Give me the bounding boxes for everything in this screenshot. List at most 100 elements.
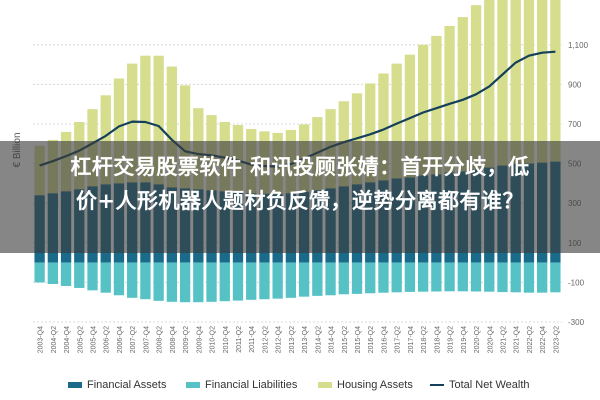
bar-housing-assets bbox=[113, 78, 125, 184]
bar-financial-liabilities bbox=[550, 262, 561, 293]
bar-financial-liabilities bbox=[74, 262, 85, 288]
bar-financial-liabilities bbox=[60, 262, 72, 286]
x-tick-label: 2004-Q2 bbox=[51, 326, 58, 353]
x-tick-label: 2009-Q2 bbox=[183, 326, 190, 353]
legend-label-housing-assets: Housing Assets bbox=[337, 379, 413, 391]
x-tick-label: 2013-Q2 bbox=[289, 326, 296, 353]
x-tick-label: 2007-Q2 bbox=[130, 326, 137, 353]
bar-housing-assets bbox=[444, 25, 455, 173]
x-tick-label: 2012-Q2 bbox=[262, 326, 269, 353]
bar-housing-assets bbox=[523, 0, 535, 164]
x-tick-label: 2022-Q2 bbox=[527, 326, 534, 353]
x-tick-label: 2017-Q2 bbox=[395, 326, 402, 353]
x-tick-label: 2013-Q4 bbox=[302, 326, 309, 353]
x-tick-label: 2005-Q4 bbox=[91, 326, 98, 353]
bar-financial-liabilities bbox=[166, 262, 178, 302]
bar-housing-assets bbox=[510, 0, 521, 164]
x-tick-label: 2011-Q2 bbox=[236, 326, 243, 353]
legend-item-financial-assets: Financial Assets bbox=[68, 379, 166, 391]
bar-financial-liabilities bbox=[484, 262, 495, 292]
legend-item-housing-assets: Housing Assets bbox=[318, 379, 413, 391]
bar-financial-liabilities bbox=[431, 262, 442, 292]
bar-financial-liabilities bbox=[285, 262, 297, 298]
legend-item-financial-liabilities: Financial Liabilities bbox=[186, 379, 297, 391]
bar-financial-liabilities bbox=[351, 262, 363, 294]
x-tick-label: 2020-Q4 bbox=[487, 326, 494, 353]
bar-housing-assets bbox=[497, 0, 508, 166]
y-tick-label: 900 bbox=[568, 80, 582, 89]
bar-financial-liabilities bbox=[510, 262, 521, 293]
bar-financial-liabilities bbox=[312, 262, 323, 296]
legend-swatch-financial-liabilities bbox=[186, 382, 200, 388]
bar-financial-liabilities bbox=[404, 262, 416, 292]
bar-financial-liabilities bbox=[153, 262, 164, 301]
overlay-banner bbox=[0, 141, 600, 253]
x-tick-label: 2008-Q4 bbox=[170, 326, 177, 353]
bar-financial-liabilities bbox=[259, 262, 270, 300]
y-tick-label: -300 bbox=[568, 318, 585, 327]
x-tick-label: 2018-Q4 bbox=[434, 326, 441, 353]
x-tick-label: 2021-Q2 bbox=[500, 326, 507, 353]
x-tick-label: 2021-Q4 bbox=[514, 326, 521, 353]
bar-financial-liabilities bbox=[219, 262, 230, 302]
legend-swatch-total-net-wealth bbox=[430, 384, 444, 386]
x-tick-label: 2006-Q2 bbox=[104, 326, 111, 353]
y-tick-label: 700 bbox=[568, 120, 582, 129]
bar-housing-assets bbox=[537, 0, 548, 163]
legend-label-total-net-wealth: Total Net Wealth bbox=[449, 379, 530, 391]
x-tick-label: 2017-Q4 bbox=[408, 326, 415, 353]
x-tick-label: 2008-Q2 bbox=[157, 326, 164, 353]
banner-line-2: 价+人形机器人题材负反馈，逆势分离都有谁？ bbox=[75, 189, 525, 213]
bar-financial-liabilities bbox=[127, 262, 138, 298]
bar-housing-assets bbox=[100, 95, 111, 185]
bar-housing-assets bbox=[484, 0, 495, 168]
bar-housing-assets bbox=[457, 17, 468, 172]
bar-financial-liabilities bbox=[246, 262, 257, 300]
bar-financial-liabilities bbox=[444, 262, 455, 292]
bar-financial-liabilities bbox=[470, 262, 482, 292]
legend-swatch-housing-assets bbox=[318, 382, 332, 388]
legend-label-financial-liabilities: Financial Liabilities bbox=[205, 379, 298, 391]
x-tick-label: 2010-Q2 bbox=[210, 326, 217, 353]
x-tick-label: 2019-Q4 bbox=[461, 326, 468, 353]
bar-financial-liabilities bbox=[193, 262, 204, 303]
y-tick-label: -100 bbox=[568, 278, 585, 287]
legend-label-financial-assets: Financial Assets bbox=[87, 379, 167, 391]
bar-housing-assets bbox=[417, 44, 429, 176]
bar-financial-liabilities bbox=[338, 262, 349, 295]
x-tick-label: 2009-Q4 bbox=[196, 326, 203, 353]
banner-line-1: 杠杆交易股票软件 和讯投顾张婧：首开分歧，低 bbox=[70, 155, 530, 179]
legend-swatch-financial-assets bbox=[68, 382, 82, 388]
x-tick-label: 2015-Q2 bbox=[342, 326, 349, 353]
x-tick-label: 2012-Q4 bbox=[276, 326, 283, 353]
bar-financial-liabilities bbox=[417, 262, 429, 292]
bar-financial-liabilities bbox=[87, 262, 98, 291]
x-tick-label: 2007-Q4 bbox=[143, 326, 150, 353]
x-tick-label: 2005-Q2 bbox=[77, 326, 84, 353]
bar-financial-liabilities bbox=[298, 262, 310, 297]
bar-financial-liabilities bbox=[100, 262, 111, 293]
x-tick-label: 2014-Q4 bbox=[329, 326, 336, 353]
bar-financial-liabilities bbox=[113, 262, 125, 296]
x-tick-label: 2003-Q4 bbox=[38, 326, 45, 353]
x-tick-label: 2011-Q4 bbox=[249, 326, 256, 353]
bar-housing-assets bbox=[365, 83, 376, 183]
legend-item-total-net-wealth: Total Net Wealth bbox=[430, 379, 530, 391]
x-tick-label: 2020-Q2 bbox=[474, 326, 481, 353]
bar-housing-assets bbox=[179, 85, 191, 189]
bar-housing-assets bbox=[470, 5, 482, 170]
bar-housing-assets bbox=[391, 63, 402, 179]
bar-housing-assets bbox=[550, 0, 561, 162]
bar-housing-assets bbox=[378, 73, 389, 181]
bar-housing-assets bbox=[140, 55, 151, 183]
x-tick-label: 2023-Q2 bbox=[553, 326, 560, 353]
x-tick-label: 2014-Q2 bbox=[315, 326, 322, 353]
x-tick-label: 2015-Q4 bbox=[355, 326, 362, 353]
x-tick-labels: 2003-Q4 2004-Q2 2004-Q4 2005-Q2 2005-Q4 2006-… bbox=[38, 326, 561, 353]
banner-text: 杠杆交易股票软件 和讯投顾张婧：首开分歧，低 价+人形机器人题材负反馈，逆势分离… bbox=[10, 150, 590, 218]
bar-financial-liabilities bbox=[537, 262, 548, 293]
bar-housing-assets bbox=[153, 55, 164, 185]
bar-housing-assets bbox=[404, 54, 416, 178]
bar-financial-liabilities bbox=[378, 262, 389, 293]
bar-financial-liabilities bbox=[365, 262, 376, 294]
